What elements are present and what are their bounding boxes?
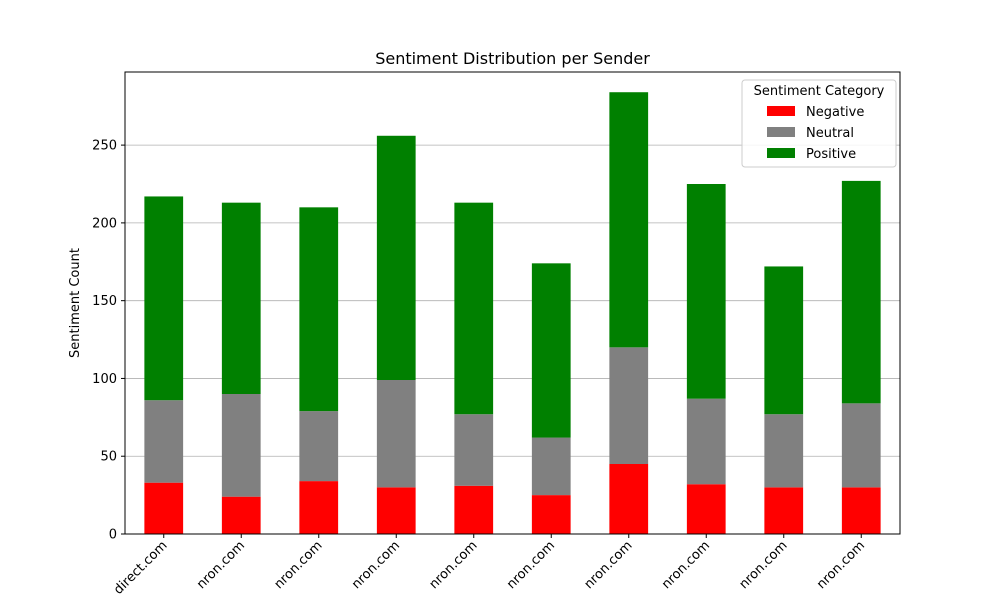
bar-neutral-3 bbox=[299, 411, 339, 482]
bar-positive-9 bbox=[764, 266, 804, 415]
y-tick-label: 150 bbox=[92, 294, 117, 309]
bar-negative-8 bbox=[686, 484, 726, 534]
bar-positive-4 bbox=[376, 135, 416, 380]
legend-items: Negative Neutral Positive bbox=[767, 105, 864, 162]
chart-title: Sentiment Distribution per Sender bbox=[375, 49, 650, 68]
y-tick-label: 100 bbox=[92, 372, 117, 387]
x-tick-label: nron.com bbox=[659, 538, 713, 592]
bar-positive-10 bbox=[841, 180, 881, 404]
x-tick-label: nron.com bbox=[349, 538, 403, 592]
x-tick-label: direct.com bbox=[111, 538, 170, 597]
y-tick-label: 0 bbox=[109, 528, 117, 543]
x-tick-label: nron.com bbox=[272, 538, 326, 592]
x-tick-label: nron.com bbox=[737, 538, 791, 592]
bar-positive-5 bbox=[454, 202, 494, 415]
x-tick-label: nron.com bbox=[814, 538, 868, 592]
bar-neutral-1 bbox=[144, 400, 184, 483]
bar-positive-6 bbox=[531, 263, 571, 438]
legend-swatch-negative bbox=[767, 106, 795, 116]
x-tick-label: nron.com bbox=[504, 538, 558, 592]
x-tick-label: nron.com bbox=[427, 538, 481, 592]
legend-label-neutral: Neutral bbox=[806, 126, 854, 141]
legend-swatch-neutral bbox=[767, 127, 795, 137]
y-tick-label: 200 bbox=[92, 216, 117, 231]
legend-label-negative: Negative bbox=[806, 105, 864, 120]
legend-label-positive: Positive bbox=[806, 147, 856, 162]
bar-neutral-6 bbox=[531, 437, 571, 496]
legend-title: Sentiment Category bbox=[754, 84, 885, 99]
bar-negative-5 bbox=[454, 485, 494, 534]
x-tick-label: nron.com bbox=[194, 538, 248, 592]
bar-neutral-9 bbox=[764, 414, 804, 488]
bar-negative-4 bbox=[376, 487, 416, 534]
bars bbox=[144, 92, 881, 534]
bar-neutral-7 bbox=[609, 347, 649, 464]
bar-negative-10 bbox=[841, 487, 881, 534]
bar-positive-8 bbox=[686, 184, 726, 399]
bar-negative-1 bbox=[144, 482, 184, 534]
bar-positive-7 bbox=[609, 92, 649, 348]
bar-negative-7 bbox=[609, 464, 649, 534]
bar-negative-6 bbox=[531, 495, 571, 534]
bar-positive-3 bbox=[299, 207, 339, 412]
y-tick-label: 50 bbox=[100, 450, 117, 465]
bar-negative-2 bbox=[221, 496, 261, 534]
bar-neutral-5 bbox=[454, 414, 494, 486]
legend-swatch-positive bbox=[767, 148, 795, 158]
bar-negative-3 bbox=[299, 481, 339, 534]
y-axis-label: Sentiment Count bbox=[68, 248, 83, 358]
bar-neutral-4 bbox=[376, 380, 416, 488]
bar-negative-9 bbox=[764, 487, 804, 534]
bar-positive-1 bbox=[144, 196, 184, 401]
bar-neutral-10 bbox=[841, 403, 881, 488]
x-tick-label: nron.com bbox=[582, 538, 636, 592]
y-tick-label: 250 bbox=[92, 139, 117, 154]
bar-neutral-8 bbox=[686, 398, 726, 485]
plot-area-frame bbox=[124, 71, 901, 535]
legend: Sentiment Category Negative Neutral Positi… bbox=[741, 79, 897, 168]
bar-positive-2 bbox=[221, 202, 261, 394]
bar-neutral-2 bbox=[221, 394, 261, 497]
legend-box bbox=[741, 79, 897, 168]
